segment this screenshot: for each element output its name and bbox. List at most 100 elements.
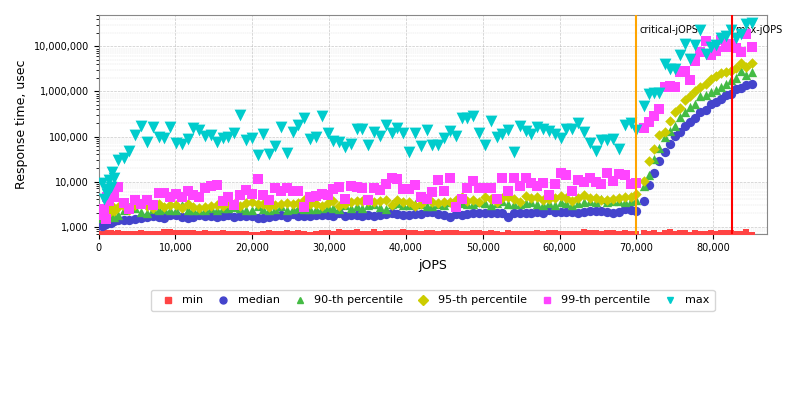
Point	[730, 34, 742, 41]
Point	[618, 194, 631, 200]
Point	[414, 194, 427, 200]
Point	[327, 213, 340, 220]
Point	[315, 204, 328, 211]
Point	[146, 213, 159, 220]
Point	[409, 182, 422, 188]
Point	[141, 138, 154, 145]
Point	[478, 200, 491, 206]
Point	[684, 104, 697, 110]
Point	[98, 214, 110, 220]
Point	[566, 187, 578, 194]
Point	[263, 214, 276, 220]
Point	[228, 204, 241, 210]
Point	[638, 198, 650, 204]
Point	[216, 205, 229, 211]
Point	[402, 230, 415, 236]
Point	[96, 231, 109, 237]
Point	[234, 205, 246, 211]
Point	[658, 61, 671, 67]
Point	[239, 207, 252, 214]
Point	[216, 135, 229, 141]
Point	[450, 204, 462, 210]
Y-axis label: Response time, usec: Response time, usec	[15, 60, 28, 189]
Point	[638, 230, 650, 236]
Point	[502, 188, 514, 194]
Point	[286, 231, 299, 237]
Point	[152, 134, 165, 140]
Point	[210, 214, 223, 220]
Point	[502, 214, 514, 220]
Point	[484, 210, 497, 216]
Point	[134, 200, 147, 207]
Point	[246, 213, 258, 219]
Point	[310, 212, 322, 218]
Point	[391, 197, 404, 203]
Point	[589, 208, 602, 214]
Point	[391, 211, 404, 217]
Point	[315, 202, 328, 209]
Point	[402, 212, 415, 218]
Point	[426, 230, 439, 236]
Point	[595, 196, 608, 202]
Point	[426, 209, 439, 216]
Point	[566, 209, 578, 215]
Point	[134, 123, 147, 130]
Point	[164, 194, 177, 200]
Point	[548, 230, 561, 236]
Point	[402, 186, 415, 193]
Point	[668, 84, 681, 90]
Point	[368, 199, 381, 206]
Point	[117, 154, 130, 161]
Point	[642, 172, 655, 178]
Point	[198, 213, 211, 220]
Point	[648, 156, 661, 162]
Point	[170, 140, 182, 146]
Point	[129, 204, 142, 211]
Point	[519, 231, 532, 237]
Point	[101, 194, 114, 200]
Point	[725, 41, 738, 48]
Point	[164, 124, 177, 130]
Point	[426, 199, 439, 206]
Point	[286, 201, 299, 207]
Point	[694, 93, 706, 99]
Point	[350, 203, 363, 209]
Point	[356, 205, 369, 211]
Point	[123, 216, 136, 223]
Point	[222, 200, 235, 206]
Point	[638, 183, 650, 189]
Point	[490, 199, 503, 205]
Point	[537, 125, 550, 132]
Point	[274, 212, 287, 218]
Point	[106, 203, 118, 209]
Point	[205, 204, 218, 211]
Point	[725, 230, 738, 236]
Point	[719, 69, 732, 76]
Point	[304, 136, 317, 143]
Point	[704, 52, 717, 59]
Point	[624, 181, 637, 187]
Point	[280, 230, 293, 236]
Point	[123, 231, 136, 237]
Point	[613, 170, 626, 177]
Point	[613, 146, 626, 152]
Point	[239, 136, 252, 143]
Point	[630, 208, 642, 214]
Point	[368, 212, 381, 219]
Point	[286, 188, 299, 194]
Point	[409, 203, 422, 209]
Point	[374, 231, 386, 237]
Point	[402, 199, 415, 206]
Point	[286, 129, 299, 135]
Point	[478, 210, 491, 216]
Point	[583, 174, 596, 181]
Point	[507, 210, 520, 216]
Point	[694, 109, 706, 115]
Point	[502, 230, 514, 236]
Point	[99, 216, 112, 222]
Point	[583, 208, 596, 215]
Point	[704, 88, 717, 95]
Point	[450, 202, 462, 209]
Point	[386, 230, 398, 236]
Point	[333, 203, 346, 209]
